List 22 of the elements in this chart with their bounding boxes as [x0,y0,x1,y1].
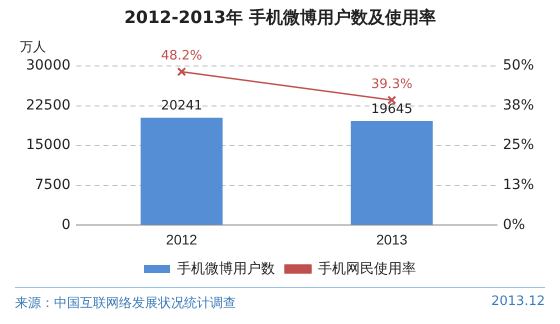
legend-label: 手机微博用户数 [177,260,275,276]
y-tick-label: 22500 [26,97,71,114]
data-label: 19645 [371,102,412,117]
y2-tick-label: 25% [502,137,534,154]
y2-tick-label: 13% [502,177,534,194]
y-tick-label: 0 [62,216,71,233]
y2-tick-label: 50% [502,58,534,74]
y2-tick-label: 0% [502,216,526,233]
y-tick-label: 30000 [26,58,71,74]
data-label: 39.3% [371,76,412,92]
x-tick-label: 2012 [166,231,198,248]
data-label: 48.2% [160,48,202,64]
source-note: 来源：中国互联网络发展状况统计调查 [15,295,236,312]
data-label: 20241 [160,98,202,114]
chart-title: 2012-2013年 手机微博用户数及使用率 [123,7,437,29]
text: 2013.12 [491,294,545,311]
y-tick-label: 15000 [26,137,71,154]
y-axis-title: 万人 [20,39,46,56]
legend-label: 手机网民使用率 [318,260,416,276]
y2-tick-label: 38% [502,97,534,114]
y-tick-label: 7500 [34,177,71,194]
x-tick-label: 2013 [376,231,408,248]
